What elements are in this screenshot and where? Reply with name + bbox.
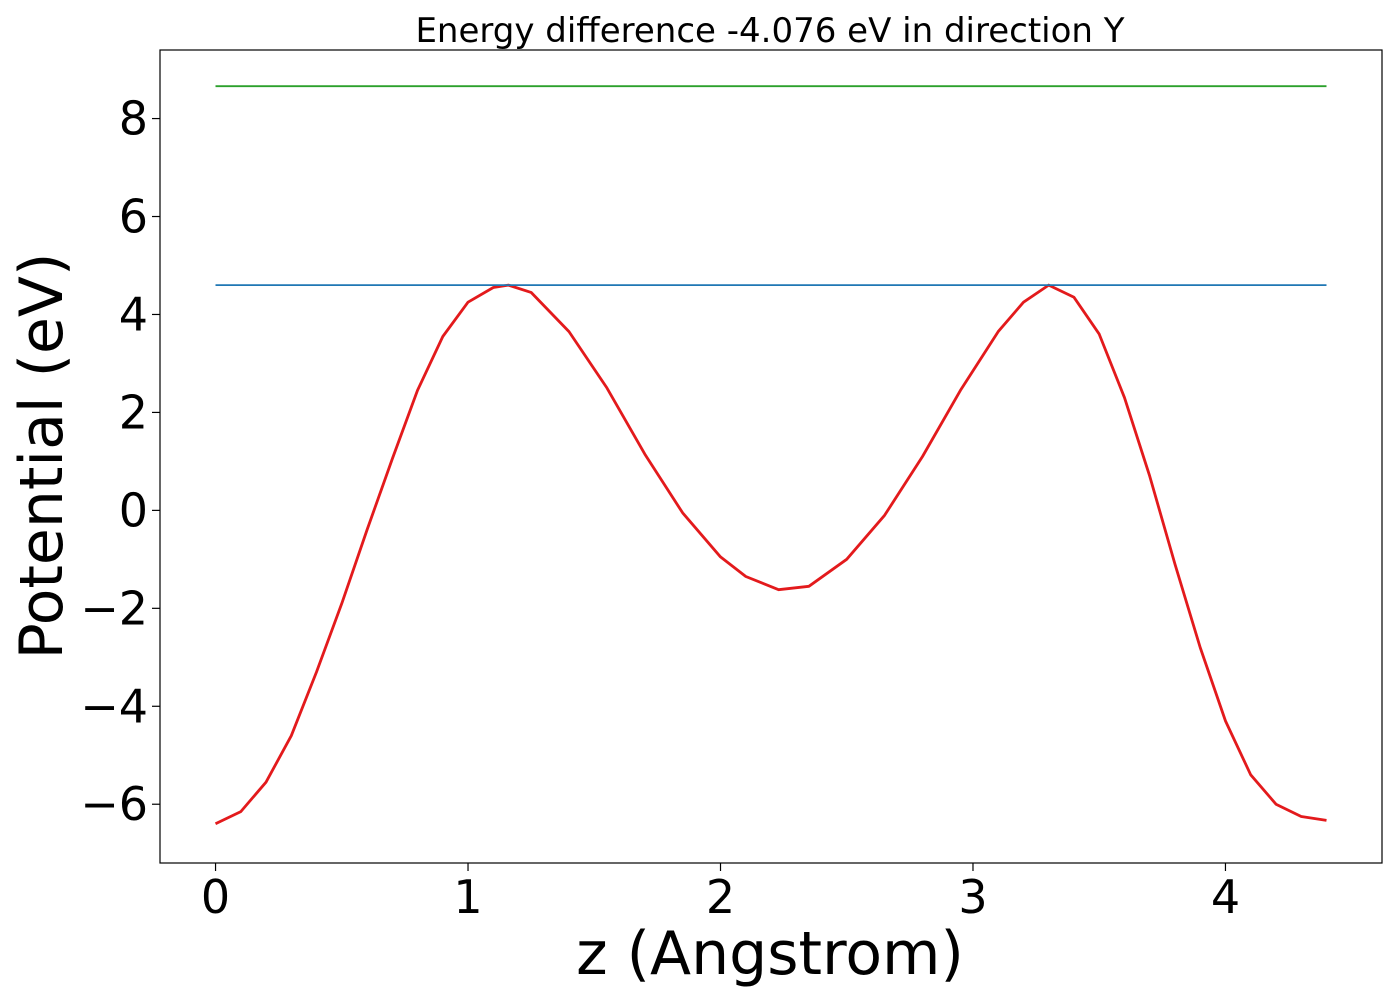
y-tick-label: 0 bbox=[119, 483, 148, 537]
x-tick-label: 2 bbox=[706, 870, 735, 924]
plot-frame bbox=[159, 49, 1383, 864]
x-axis-label: z (Angstrom) bbox=[576, 919, 964, 989]
x-tick-label: 1 bbox=[453, 870, 482, 924]
chart-title: Energy difference -4.076 eV in direction… bbox=[415, 11, 1124, 51]
y-tick-label: −4 bbox=[80, 679, 148, 733]
y-tick-label: −2 bbox=[80, 581, 148, 635]
x-tick-label: 4 bbox=[1211, 870, 1240, 924]
y-axis-ticks: −6 −4 −2 0 2 4 6 8 bbox=[80, 92, 160, 831]
x-axis-ticks: 0 1 2 3 4 bbox=[201, 863, 1240, 924]
y-axis-label: Potential (eV) bbox=[7, 253, 77, 660]
y-tick-label: 4 bbox=[119, 287, 148, 341]
y-tick-label: −6 bbox=[80, 777, 148, 831]
y-tick-label: 8 bbox=[119, 92, 148, 146]
x-tick-label: 0 bbox=[201, 870, 230, 924]
y-tick-label: 2 bbox=[119, 385, 148, 439]
series-layer bbox=[214, 85, 1327, 826]
x-tick-label: 3 bbox=[958, 870, 987, 924]
series-line-0 bbox=[214, 283, 1327, 826]
y-tick-label: 6 bbox=[119, 190, 148, 244]
